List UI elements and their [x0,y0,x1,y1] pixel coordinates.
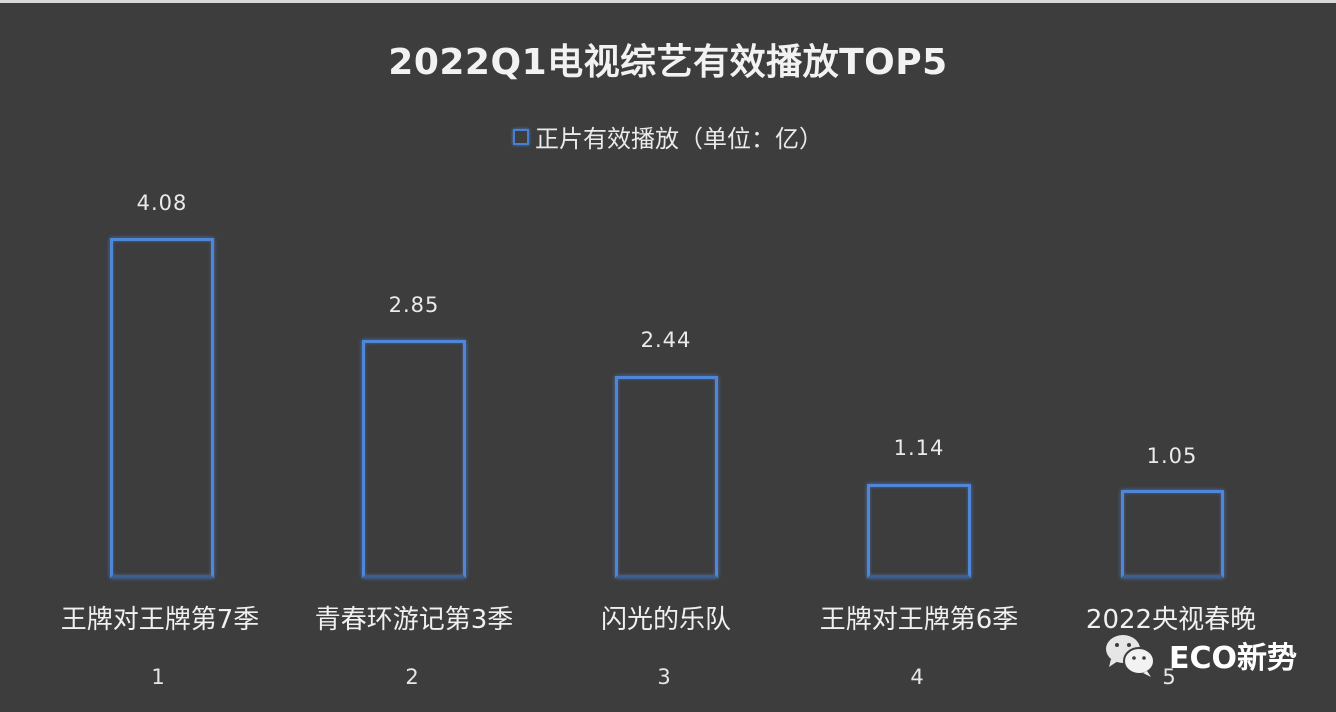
rank-label-1: 1 [151,665,165,689]
category-label-5: 2022央视春晚 [1085,605,1257,635]
category-label-3: 闪光的乐队 [600,605,731,635]
chart-legend: 正片有效播放（单位：亿） [0,119,1336,154]
legend-swatch-icon [513,128,529,145]
category-label-1: 王牌对王牌第7季 [60,605,260,635]
value-label-4: 1.14 [893,436,945,460]
rank-label-4: 4 [910,665,924,689]
value-label-3: 2.44 [640,328,692,352]
category-label-2: 青春环游记第3季 [314,605,514,635]
rank-label-2: 2 [405,665,419,689]
category-label-4: 王牌对王牌第6季 [819,605,1019,635]
bar-5 [1121,490,1224,578]
rank-label-5: 5 [1162,665,1176,689]
watermark: ECO新势 [1103,633,1297,677]
bar-1 [110,238,214,578]
bar-4 [867,484,971,578]
watermark-text: ECO新势 [1169,641,1298,676]
bar-2 [362,340,466,578]
rank-label-3: 3 [657,665,671,689]
value-label-5: 1.05 [1146,444,1198,468]
value-label-1: 4.08 [136,191,188,215]
value-label-2: 2.85 [388,293,440,317]
chart-panel: 2022Q1电视综艺有效播放TOP5 正片有效播放（单位：亿） 4.08 2.8… [0,3,1336,712]
legend-label: 正片有效播放（单位：亿） [535,125,823,153]
chart-title: 2022Q1电视综艺有效播放TOP5 [388,42,948,83]
wechat-icon [1103,633,1159,677]
bar-3 [615,376,718,578]
